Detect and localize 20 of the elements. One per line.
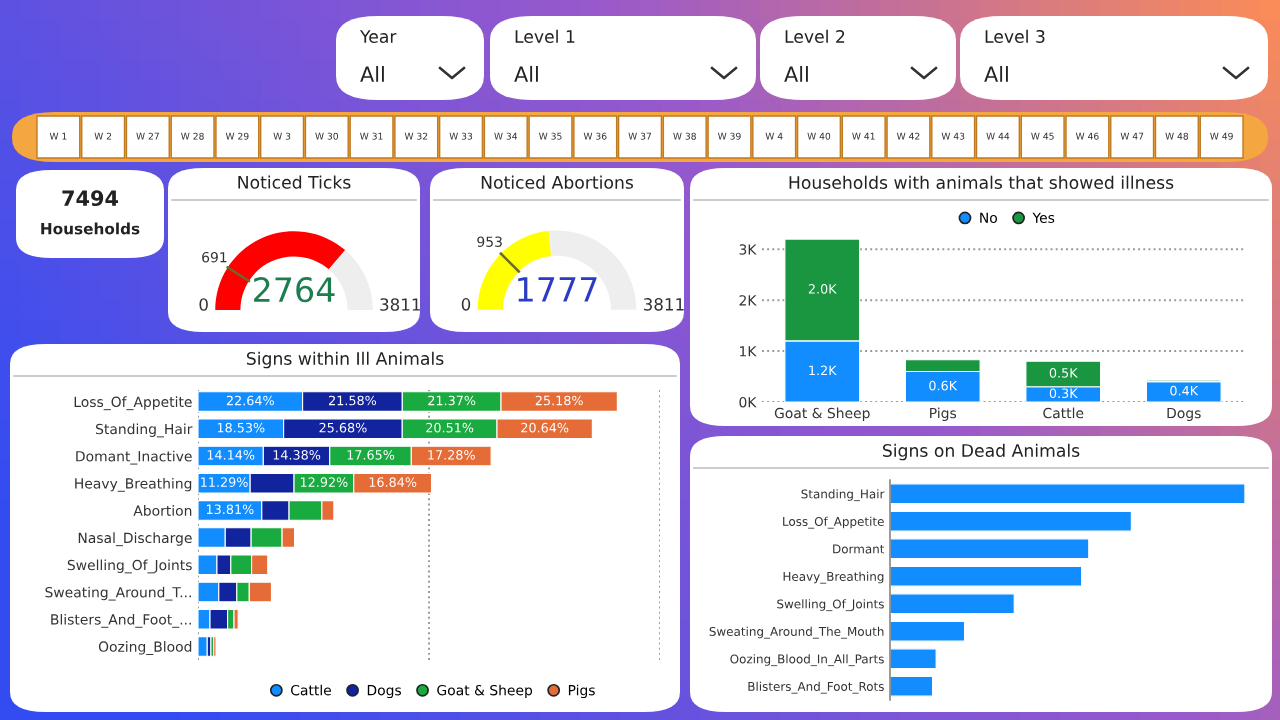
text: All (784, 65, 808, 82)
text: All (984, 65, 1008, 82)
text: Level 2 (785, 29, 845, 43)
text: 3811 (644, 298, 684, 311)
chart-title: Households with animals that showed illness (789, 175, 1174, 189)
text: All (360, 65, 384, 82)
data-label: 1777 (518, 277, 597, 302)
text: 7494 (62, 190, 119, 207)
chart-title: Signs within Ill Animals (246, 351, 444, 369)
text: Year (359, 30, 397, 43)
text: All (514, 65, 538, 82)
text: Level 1 (515, 29, 575, 43)
chart-title: Signs on Dead Animals (882, 443, 1080, 461)
text: 0 (199, 298, 208, 311)
text: 0 (461, 298, 471, 311)
chart-title: Noticed Ticks (238, 175, 351, 189)
text: 3811 (380, 298, 420, 311)
chart-title: Noticed Abortions (481, 175, 634, 189)
data-label: 2764 (254, 277, 335, 303)
text: Level 3 (985, 29, 1045, 43)
